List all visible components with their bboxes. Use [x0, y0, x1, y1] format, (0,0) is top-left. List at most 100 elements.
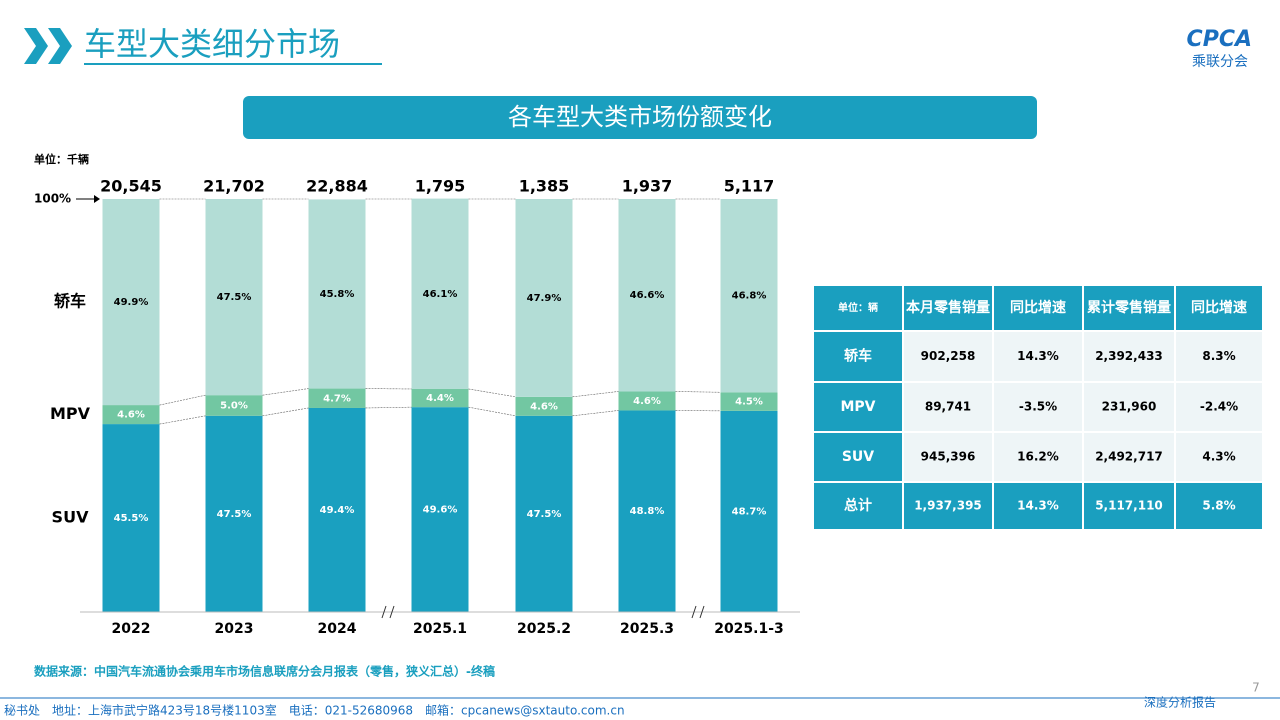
banner	[243, 96, 1037, 139]
bar-segment	[720, 410, 778, 612]
table-cell	[994, 483, 1082, 529]
segment-label: 4.5%	[735, 397, 763, 408]
bar-segment	[102, 199, 160, 406]
total-label: 1,795	[415, 177, 466, 196]
address: 秘书处 地址：上海市武宁路423号18号楼1103室 电话：021-526809…	[4, 703, 625, 718]
x-tick-label: 2025.3	[620, 621, 674, 637]
break	[389, 605, 395, 619]
bar-segment	[411, 198, 469, 389]
total-label: 1,385	[519, 177, 570, 196]
segment-label: 46.1%	[423, 289, 458, 300]
break	[691, 605, 697, 619]
bar-segment	[308, 407, 366, 612]
segment-label: 4.4%	[426, 393, 454, 404]
chevron	[24, 28, 48, 64]
page-title: 车型大类细分市场	[84, 25, 340, 63]
total-label: 5,117	[724, 177, 775, 196]
source: 数据来源：中国汽车流通协会乘用车市场信息联席分会月报表（零售，狭义汇总）-终稿	[34, 664, 495, 679]
table-cell	[904, 483, 992, 529]
chevron	[48, 28, 72, 64]
bar-segment	[618, 410, 676, 612]
table-cell	[1176, 332, 1262, 381]
segment-label: 49.4%	[320, 505, 355, 516]
table-text: 16.2%	[1017, 450, 1059, 464]
report-tag: 深度分析报告	[1144, 695, 1216, 710]
connector	[262, 388, 309, 396]
bar-segment	[205, 415, 263, 612]
top-label: 100%	[34, 192, 71, 206]
connector	[468, 388, 516, 398]
total-label: 21,702	[203, 177, 265, 196]
segment-label: 49.6%	[423, 505, 458, 516]
table-text: 4.3%	[1202, 450, 1235, 464]
total-label: 22,884	[306, 177, 368, 196]
connector	[468, 406, 516, 417]
table-text: 5.8%	[1202, 499, 1235, 513]
bar-segment	[720, 199, 778, 393]
segment-label: 4.6%	[633, 396, 661, 407]
table-cell	[1084, 332, 1174, 381]
connector	[159, 394, 206, 406]
table-text: 轿车	[844, 348, 872, 365]
table-header-cell	[904, 286, 992, 330]
table-cell	[904, 383, 992, 431]
table-cell	[904, 433, 992, 481]
table-text: 945,396	[921, 450, 976, 464]
bar-segment	[308, 388, 366, 408]
connector	[262, 407, 309, 417]
segment-label: 47.5%	[217, 292, 252, 303]
total-label: 20,545	[100, 177, 162, 196]
table-text: MPV	[840, 399, 875, 415]
bar-segment	[515, 199, 573, 397]
segment-label: 5.0%	[220, 401, 248, 412]
table-text: 14.3%	[1017, 499, 1059, 513]
segment-label: 4.6%	[530, 401, 558, 412]
table-text: -3.5%	[1019, 400, 1057, 414]
table-cell	[1176, 383, 1262, 431]
logo-sub: 乘联分会	[1192, 54, 1248, 70]
table-header: 单位：辆	[838, 301, 878, 314]
bar-segment	[205, 395, 263, 416]
table-cell	[814, 483, 902, 529]
break	[381, 605, 387, 619]
table-cell	[1084, 483, 1174, 529]
bar-segment	[515, 396, 573, 416]
bar-segment	[720, 392, 778, 411]
table-text: 89,741	[925, 400, 971, 414]
connector	[572, 391, 619, 398]
segment-label: 46.8%	[732, 291, 767, 302]
table-text: 2,392,433	[1095, 349, 1163, 363]
series-label: MPV	[50, 404, 91, 423]
page-number: 7	[1252, 681, 1260, 695]
table-text: SUV	[842, 449, 874, 465]
segment-label: 48.8%	[630, 506, 665, 517]
arrow-head	[94, 195, 100, 203]
table-cell	[904, 332, 992, 381]
table-text: 902,258	[921, 349, 976, 363]
table-cell	[1084, 433, 1174, 481]
bar-segment	[618, 199, 676, 392]
connector	[365, 406, 412, 409]
bar-segment	[308, 199, 366, 389]
table-cell	[814, 433, 902, 481]
x-tick-label: 2025.1-3	[714, 621, 784, 637]
segment-label: 45.8%	[320, 289, 355, 300]
segment-label: 48.7%	[732, 506, 767, 517]
logo: CPCA	[1187, 27, 1252, 52]
table-cell	[1176, 433, 1262, 481]
connector	[675, 391, 721, 393]
table-cell	[1084, 383, 1174, 431]
table-text: 2,492,717	[1095, 450, 1163, 464]
table-text: 231,960	[1102, 400, 1157, 414]
bar-segment	[102, 424, 160, 612]
table-header: 同比增速	[1010, 299, 1066, 316]
x-tick-label: 2023	[215, 621, 254, 637]
unit: 单位：千辆	[34, 152, 89, 166]
segment-label: 45.5%	[114, 513, 149, 524]
series-label: SUV	[52, 508, 90, 527]
table-cell	[814, 332, 902, 381]
table-header: 累计零售销量	[1087, 299, 1171, 316]
segment-label: 4.6%	[117, 410, 145, 421]
